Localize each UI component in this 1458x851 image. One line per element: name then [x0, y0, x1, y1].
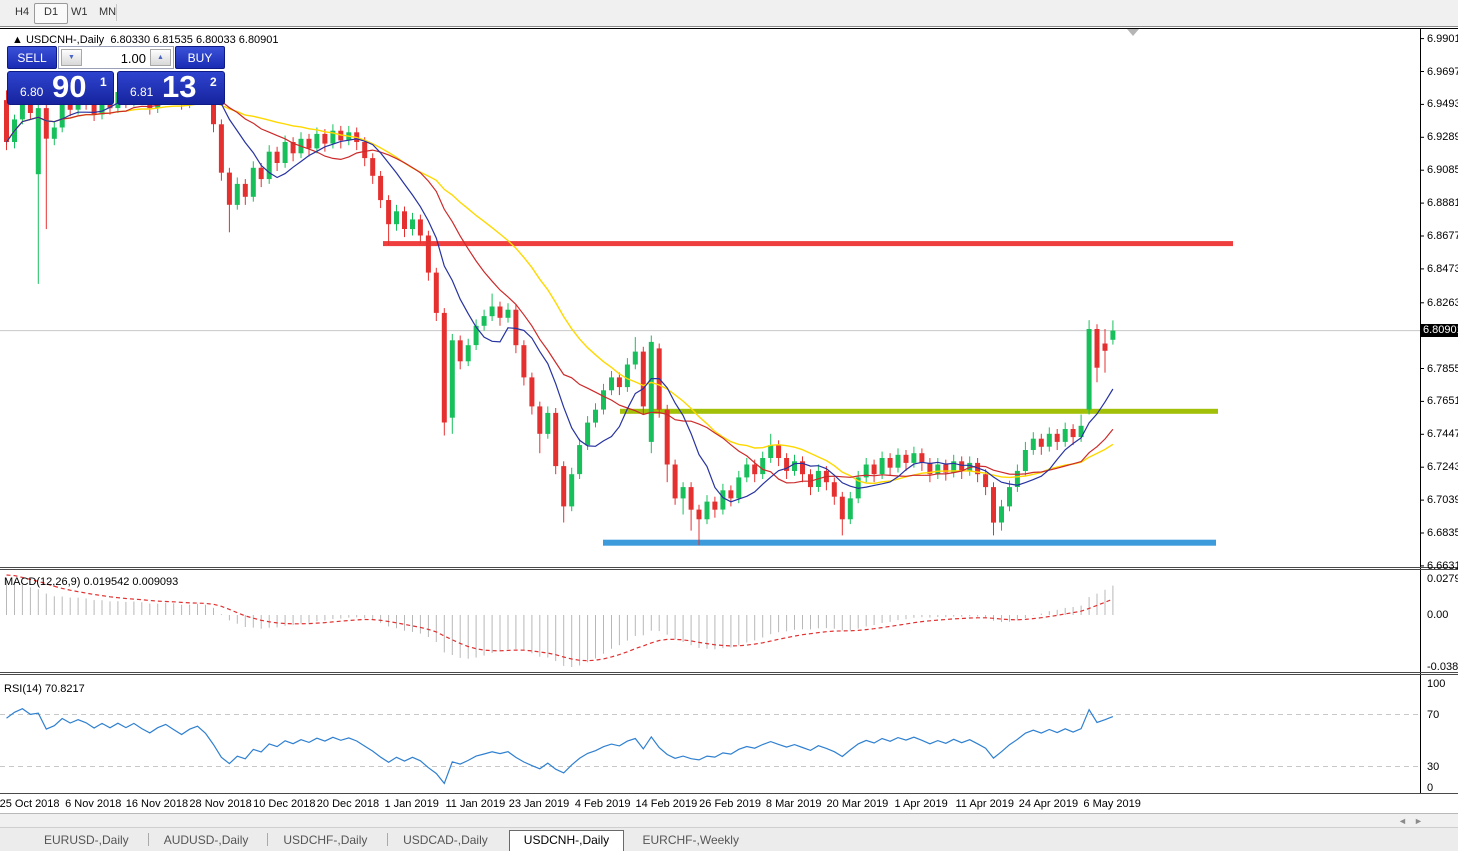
chart-tab-usdchf-daily[interactable]: USDCHF-,Daily [283, 833, 368, 847]
volume-increase-icon[interactable]: ▲ [150, 49, 171, 66]
price-axis-label: 6.94930 [1427, 98, 1458, 111]
price-axis-label: 6.78550 [1427, 362, 1458, 375]
buy-button[interactable]: BUY [175, 46, 225, 69]
price-axis-label: 6.92890 [1427, 131, 1458, 144]
rsi-indicator-label: RSI(14) 70.8217 [4, 683, 85, 695]
price-axis-label: 6.99010 [1427, 32, 1458, 45]
price-axis-label: 6.76510 [1427, 395, 1458, 408]
chart-canvas[interactable] [0, 28, 1458, 851]
date-axis-label: 20 Mar 2019 [826, 798, 889, 810]
rsi-axis-label: 100 [1427, 678, 1446, 690]
sell-price-prefix: 6.80 [20, 85, 44, 99]
buy-price-main: 13 [162, 69, 197, 104]
chart-window: ▲ USDCNH-,Daily 6.80330 6.81535 6.80033 … [0, 28, 1458, 851]
price-axis-label: 6.88810 [1427, 197, 1458, 210]
toolbar-divider [116, 4, 117, 21]
price-axis-label: 6.82630 [1427, 296, 1458, 309]
buy-price-pip: 2 [210, 75, 217, 89]
tab-separator [267, 833, 269, 846]
tab-separator [387, 833, 389, 846]
date-axis: 25 Oct 2018 6 Nov 2018 16 Nov 2018 28 Nov 2… [0, 794, 1458, 813]
chart-tab-bar: EURUSD-,Daily AUDUSD-,Daily USDCHF-,Daily U… [0, 827, 1458, 851]
date-axis-label: 1 Jan 2019 [384, 798, 439, 810]
price-axis-label: 6.70390 [1427, 494, 1458, 507]
collapse-arrow-icon[interactable]: ▲ [12, 34, 23, 46]
date-axis-label: 26 Feb 2019 [699, 798, 761, 810]
date-axis-label: 25 Oct 2018 [0, 798, 60, 810]
chart-tab-eurchf-weekly[interactable]: EURCHF-,Weekly [642, 833, 739, 847]
date-axis-label: 11 Jan 2019 [445, 798, 506, 810]
timeframe-tab-w1[interactable]: W1 [71, 6, 88, 18]
macd-axis-label: 0.027908 [1427, 573, 1458, 585]
sell-price-pip: 1 [100, 75, 107, 89]
date-axis-label: 8 Mar 2019 [765, 798, 822, 810]
scroll-left-icon[interactable]: ◄ [1398, 816, 1407, 826]
volume-field[interactable]: ▼ 1.00 ▲ [58, 46, 174, 69]
price-axis-label: 6.90850 [1427, 164, 1458, 177]
price-axis-label: 6.68350 [1427, 527, 1458, 539]
price-axis-label: 6.72430 [1427, 461, 1458, 474]
sell-price-button[interactable]: 6.80 90 1 [7, 69, 114, 105]
timeframe-tab-d1[interactable]: D1 [34, 3, 69, 24]
price-axis-label: 6.74470 [1427, 428, 1458, 441]
macd-axis-label: -0.03887 [1427, 661, 1458, 673]
volume-value[interactable]: 1.00 [120, 51, 146, 66]
horizontal-scrollbar[interactable]: ◄ ► [0, 813, 1458, 827]
current-price-box: 6.80901 [1421, 323, 1458, 337]
rsi-axis-label: 0 [1427, 782, 1434, 794]
rsi-axis-label: 30 [1427, 760, 1440, 773]
date-axis-label: 28 Nov 2018 [189, 798, 252, 810]
date-axis-label: 16 Nov 2018 [125, 798, 189, 810]
date-axis-label: 10 Dec 2018 [253, 798, 316, 810]
scroll-right-icon[interactable]: ► [1414, 816, 1423, 826]
date-axis-label: 23 Jan 2019 [508, 798, 570, 810]
chart-tab-usdcad-daily[interactable]: USDCAD-,Daily [403, 833, 488, 847]
chart-ohlc-values: 6.80330 6.81535 6.80033 6.80901 [110, 34, 279, 46]
volume-decrease-icon[interactable]: ▼ [61, 49, 82, 66]
tab-separator [147, 833, 149, 846]
chart-tab-eurusd-daily[interactable]: EURUSD-,Daily [44, 833, 129, 847]
timeframe-tab-mn[interactable]: MN [99, 6, 117, 18]
price-axis-label: 6.86770 [1427, 230, 1458, 242]
timeframe-toolbar: H4 D1 W1 MN [0, 0, 1458, 27]
chart-symbol-label: ▲ USDCNH-,Daily 6.80330 6.81535 6.80033 … [12, 34, 279, 46]
price-axis-label: 6.84730 [1427, 262, 1458, 275]
date-axis-label: 14 Feb 2019 [635, 798, 698, 810]
rsi-axis-label: 70 [1427, 708, 1440, 721]
one-click-trading-panel: SELL ▼ 1.00 ▲ BUY 6.80 90 1 6.81 13 2 [7, 46, 225, 105]
buy-price-button[interactable]: 6.81 13 2 [117, 69, 225, 105]
price-axis-label: 6.96970 [1427, 65, 1458, 78]
date-axis-label: 6 May 2019 [1083, 798, 1141, 810]
date-axis-label: 24 Apr 2019 [1018, 798, 1079, 810]
date-axis-label: 4 Feb 2019 [574, 798, 631, 810]
date-axis-label: 1 Apr 2019 [894, 798, 948, 810]
date-axis-label: 6 Nov 2018 [65, 798, 122, 810]
sell-button[interactable]: SELL [7, 46, 57, 69]
date-axis-label: 11 Apr 2019 [955, 798, 1015, 810]
chart-shift-marker[interactable] [1127, 29, 1139, 36]
chart-tab-audusd-daily[interactable]: AUDUSD-,Daily [163, 833, 249, 847]
macd-indicator-label: MACD(12,26,9) 0.019542 0.009093 [4, 576, 179, 588]
buy-price-prefix: 6.81 [130, 85, 154, 99]
macd-axis-label: 0.00 [1427, 609, 1449, 621]
timeframe-tab-h4[interactable]: H4 [15, 6, 30, 18]
date-axis-label: 20 Dec 2018 [316, 798, 380, 810]
sell-price-main: 90 [52, 69, 87, 104]
chart-tab-usdcnh-daily[interactable]: USDCNH-,Daily [508, 830, 625, 851]
